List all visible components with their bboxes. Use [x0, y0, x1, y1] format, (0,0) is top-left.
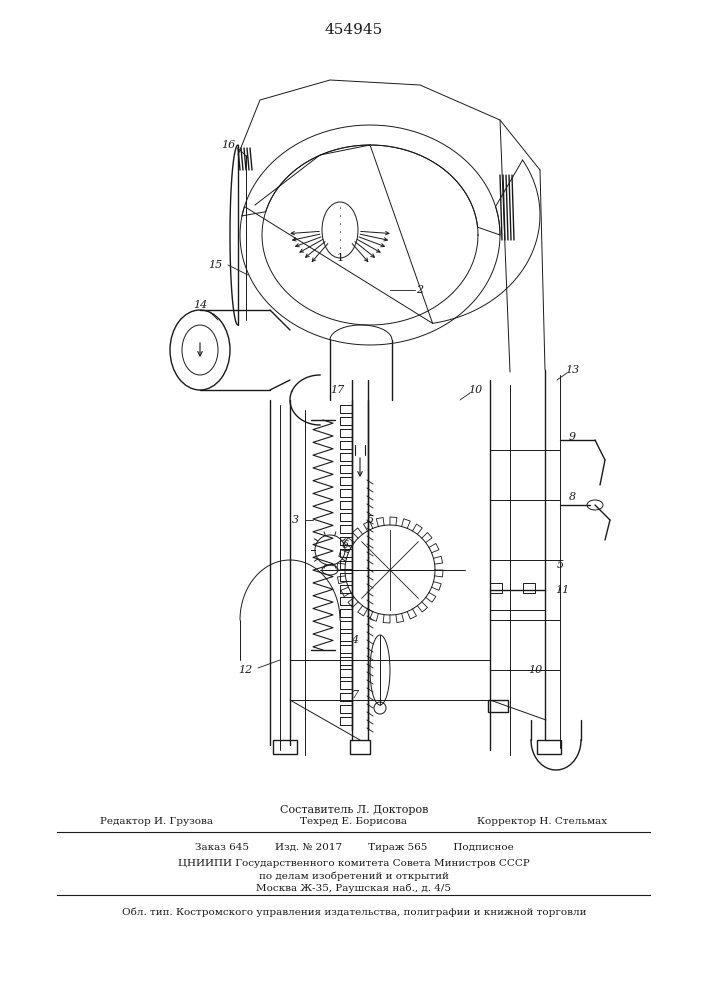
Text: 14: 14 [193, 300, 207, 310]
Text: по делам изобретений и открытий: по делам изобретений и открытий [259, 871, 449, 881]
Text: 1: 1 [337, 253, 344, 263]
Bar [350, 740, 370, 754]
Bar [537, 740, 561, 754]
Text: Корректор Н. Стельмах: Корректор Н. Стельмах [477, 818, 607, 826]
Text: Редактор И. Грузова: Редактор И. Грузова [100, 818, 213, 826]
Text: 16: 16 [221, 140, 235, 150]
Text: 12: 12 [238, 665, 252, 675]
Text: 4: 4 [351, 635, 358, 645]
Text: 2: 2 [416, 285, 423, 295]
Text: Москва Ж-35, Раушская наб., д. 4/5: Москва Ж-35, Раушская наб., д. 4/5 [257, 883, 452, 893]
Text: ЦНИИПИ Государственного комитета Совета Министров СССР: ЦНИИПИ Государственного комитета Совета … [178, 858, 530, 867]
Bar [488, 700, 508, 712]
Text: 8: 8 [568, 492, 575, 502]
Text: 5: 5 [366, 515, 373, 525]
Bar [490, 583, 502, 593]
Text: 454945: 454945 [325, 23, 383, 37]
Text: 3: 3 [291, 515, 298, 525]
Text: 5: 5 [556, 560, 563, 570]
Text: 9: 9 [568, 432, 575, 442]
Text: 11: 11 [555, 585, 569, 595]
Text: 7: 7 [351, 690, 358, 700]
Text: 15: 15 [208, 260, 222, 270]
Text: 17: 17 [330, 385, 344, 395]
Bar [273, 740, 297, 754]
Text: 10: 10 [468, 385, 482, 395]
Text: Техред Е. Борисова: Техред Е. Борисова [300, 818, 407, 826]
Text: Обл. тип. Костромского управления издательства, полиграфии и книжной торговли: Обл. тип. Костромского управления издате… [122, 907, 586, 917]
Text: Заказ 645        Изд. № 2017        Тираж 565        Подписное: Заказ 645 Изд. № 2017 Тираж 565 Подписно… [194, 844, 513, 852]
Text: 6: 6 [341, 540, 349, 550]
Text: 13: 13 [565, 365, 579, 375]
Text: 10: 10 [528, 665, 542, 675]
Bar [523, 583, 535, 593]
Text: Составитель Л. Докторов: Составитель Л. Докторов [280, 805, 428, 815]
